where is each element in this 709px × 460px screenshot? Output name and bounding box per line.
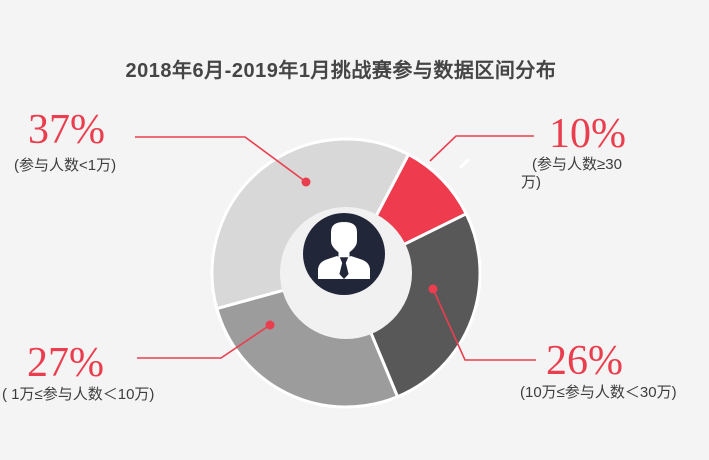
leader-line-0 — [135, 136, 307, 183]
page-title: 2018年6月-2019年1月挑战赛参与数据区间分布 — [125, 60, 557, 82]
leader-line-1 — [429, 135, 534, 162]
callout-range-10k-100k: ( 1万≤参与人数＜10万) — [2, 386, 155, 403]
callout-pct-over-300k: 10% — [549, 111, 626, 157]
businessman-avatar-icon — [303, 213, 385, 295]
callout-range-under-10k: (参与人数<1万) — [14, 157, 117, 174]
callout-pct-under-10k: 37% — [28, 107, 105, 153]
callout-range-over-300k: (参与人数≥30万) — [521, 156, 622, 191]
leader-dot-3 — [428, 284, 438, 294]
glint-decoration — [459, 158, 470, 169]
leader-dot-2 — [265, 320, 275, 330]
leader-dot-0 — [301, 177, 311, 187]
callout-pct-100k-300k: 26% — [546, 338, 623, 384]
callout-range-100k-300k: (10万≤参与人数＜30万) — [520, 384, 677, 401]
leader-line-2 — [137, 324, 271, 359]
callout-pct-10k-100k: 27% — [27, 340, 104, 386]
leader-line-3 — [432, 288, 536, 361]
